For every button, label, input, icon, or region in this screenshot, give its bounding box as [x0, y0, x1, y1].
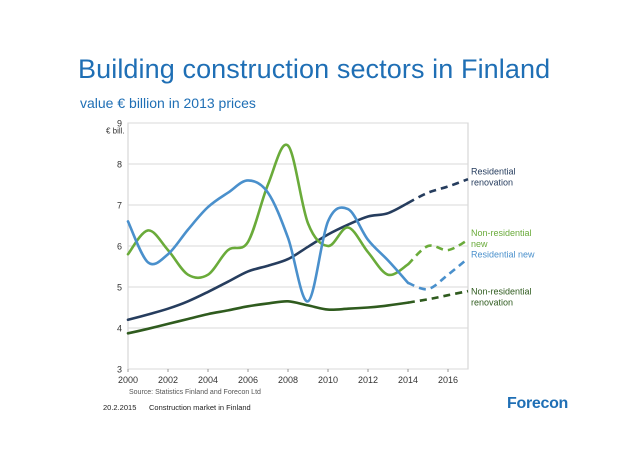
series-line-0 — [126, 201, 410, 322]
series-label: Residential new — [471, 249, 535, 259]
x-tick-label: 2016 — [438, 375, 458, 385]
page-title: Building construction sectors in Finland — [78, 54, 551, 84]
series-line-3 — [126, 299, 410, 335]
series-line-2 — [126, 179, 410, 303]
y-tick-label: 7 — [117, 201, 122, 211]
y-tick-label: 5 — [117, 283, 122, 293]
x-tick-label: 2014 — [398, 375, 418, 385]
series-forecast-line-3 — [407, 289, 469, 304]
y-tick-label: 4 — [117, 324, 122, 334]
series-label: Non-residential — [471, 228, 532, 238]
y-tick-label: 8 — [117, 160, 122, 170]
x-tick-label: 2000 — [118, 375, 138, 385]
series-forecast-line-1 — [407, 238, 469, 266]
footer-text: Construction market in Finland — [149, 403, 251, 412]
footer-date: 20.2.2015 — [103, 403, 137, 412]
series-label: renovation — [471, 177, 513, 187]
page-subtitle: value € billion in 2013 prices — [80, 95, 256, 111]
series-label: Residential — [471, 166, 516, 176]
series-line-1 — [126, 143, 410, 280]
series-label: renovation — [471, 297, 513, 307]
series-forecast-line-2 — [407, 257, 469, 291]
series-forecast-line-0 — [407, 177, 469, 205]
y-tick-label: 6 — [117, 242, 122, 252]
x-tick-label: 2002 — [158, 375, 178, 385]
y-tick-label: 9 — [117, 119, 122, 129]
x-tick-label: 2012 — [358, 375, 378, 385]
y-tick-label: 3 — [117, 365, 122, 375]
series-label: new — [471, 239, 488, 249]
y-axis-label: € bill. — [106, 126, 125, 135]
x-tick-label: 2008 — [278, 375, 298, 385]
source-note: Source: Statistics Finland and Forecon L… — [129, 389, 261, 396]
x-tick-label: 2004 — [198, 375, 218, 385]
x-tick-label: 2010 — [318, 375, 338, 385]
forecon-logo: Forecon — [507, 395, 569, 412]
x-tick-label: 2006 — [238, 375, 258, 385]
series-label: Non-residential — [471, 286, 532, 296]
